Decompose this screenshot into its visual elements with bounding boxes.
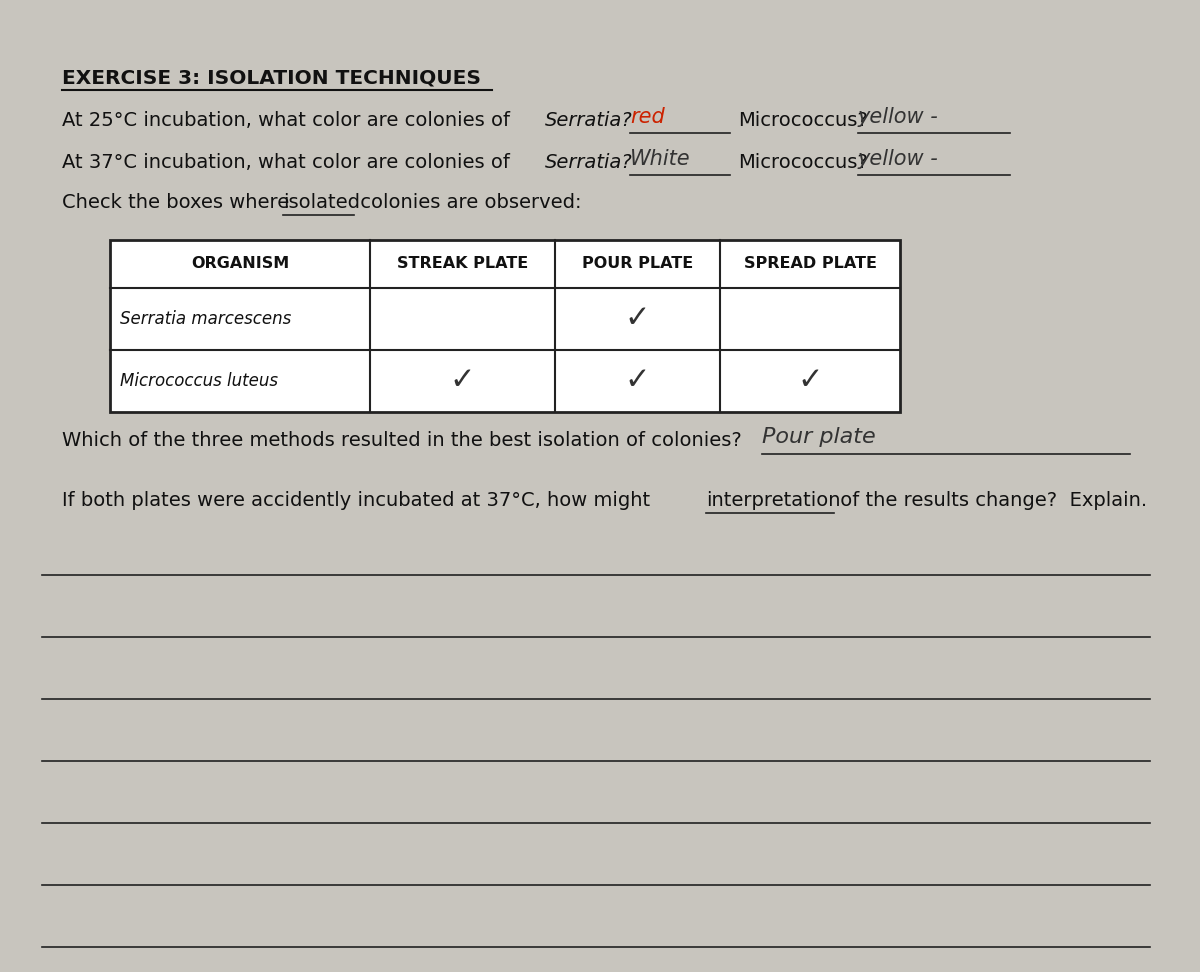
Text: White: White: [630, 149, 691, 169]
Text: Serratia marcescens: Serratia marcescens: [120, 310, 292, 328]
Text: red: red: [630, 107, 665, 127]
Bar: [110, 240, 900, 412]
Text: colonies are observed:: colonies are observed:: [354, 193, 582, 212]
Text: isolated: isolated: [283, 193, 360, 212]
Text: ✓: ✓: [797, 366, 823, 396]
Text: SPREAD PLATE: SPREAD PLATE: [744, 257, 876, 271]
Text: ✓: ✓: [625, 366, 650, 396]
Text: At 37°C incubation, what color are colonies of: At 37°C incubation, what color are colon…: [62, 153, 522, 172]
Text: ✓: ✓: [625, 304, 650, 333]
Text: POUR PLATE: POUR PLATE: [582, 257, 694, 271]
Text: At 25°C incubation, what color are colonies of: At 25°C incubation, what color are colon…: [62, 111, 522, 130]
Text: yellow -: yellow -: [858, 107, 938, 127]
Text: Which of the three methods resulted in the best isolation of colonies?: Which of the three methods resulted in t…: [62, 431, 742, 450]
Text: If both plates were accidently incubated at 37°C, how might: If both plates were accidently incubated…: [62, 491, 656, 510]
Text: Micrococcus luteus: Micrococcus luteus: [120, 372, 278, 390]
Text: of the results change?  Explain.: of the results change? Explain.: [834, 491, 1147, 510]
Text: yellow -: yellow -: [858, 149, 938, 169]
Text: EXERCISE 3: ISOLATION TECHNIQUES: EXERCISE 3: ISOLATION TECHNIQUES: [62, 69, 481, 88]
Text: Micrococcus?: Micrococcus?: [738, 153, 868, 172]
Text: STREAK PLATE: STREAK PLATE: [397, 257, 528, 271]
Text: Serratia?: Serratia?: [545, 153, 632, 172]
Text: Serratia?: Serratia?: [545, 111, 632, 130]
Text: Check the boxes where: Check the boxes where: [62, 193, 295, 212]
Bar: [110, 240, 900, 412]
Text: Pour plate: Pour plate: [762, 427, 876, 447]
Text: interpretation: interpretation: [706, 491, 840, 510]
Text: ORGANISM: ORGANISM: [191, 257, 289, 271]
Text: Micrococcus?: Micrococcus?: [738, 111, 868, 130]
Text: ✓: ✓: [450, 366, 475, 396]
